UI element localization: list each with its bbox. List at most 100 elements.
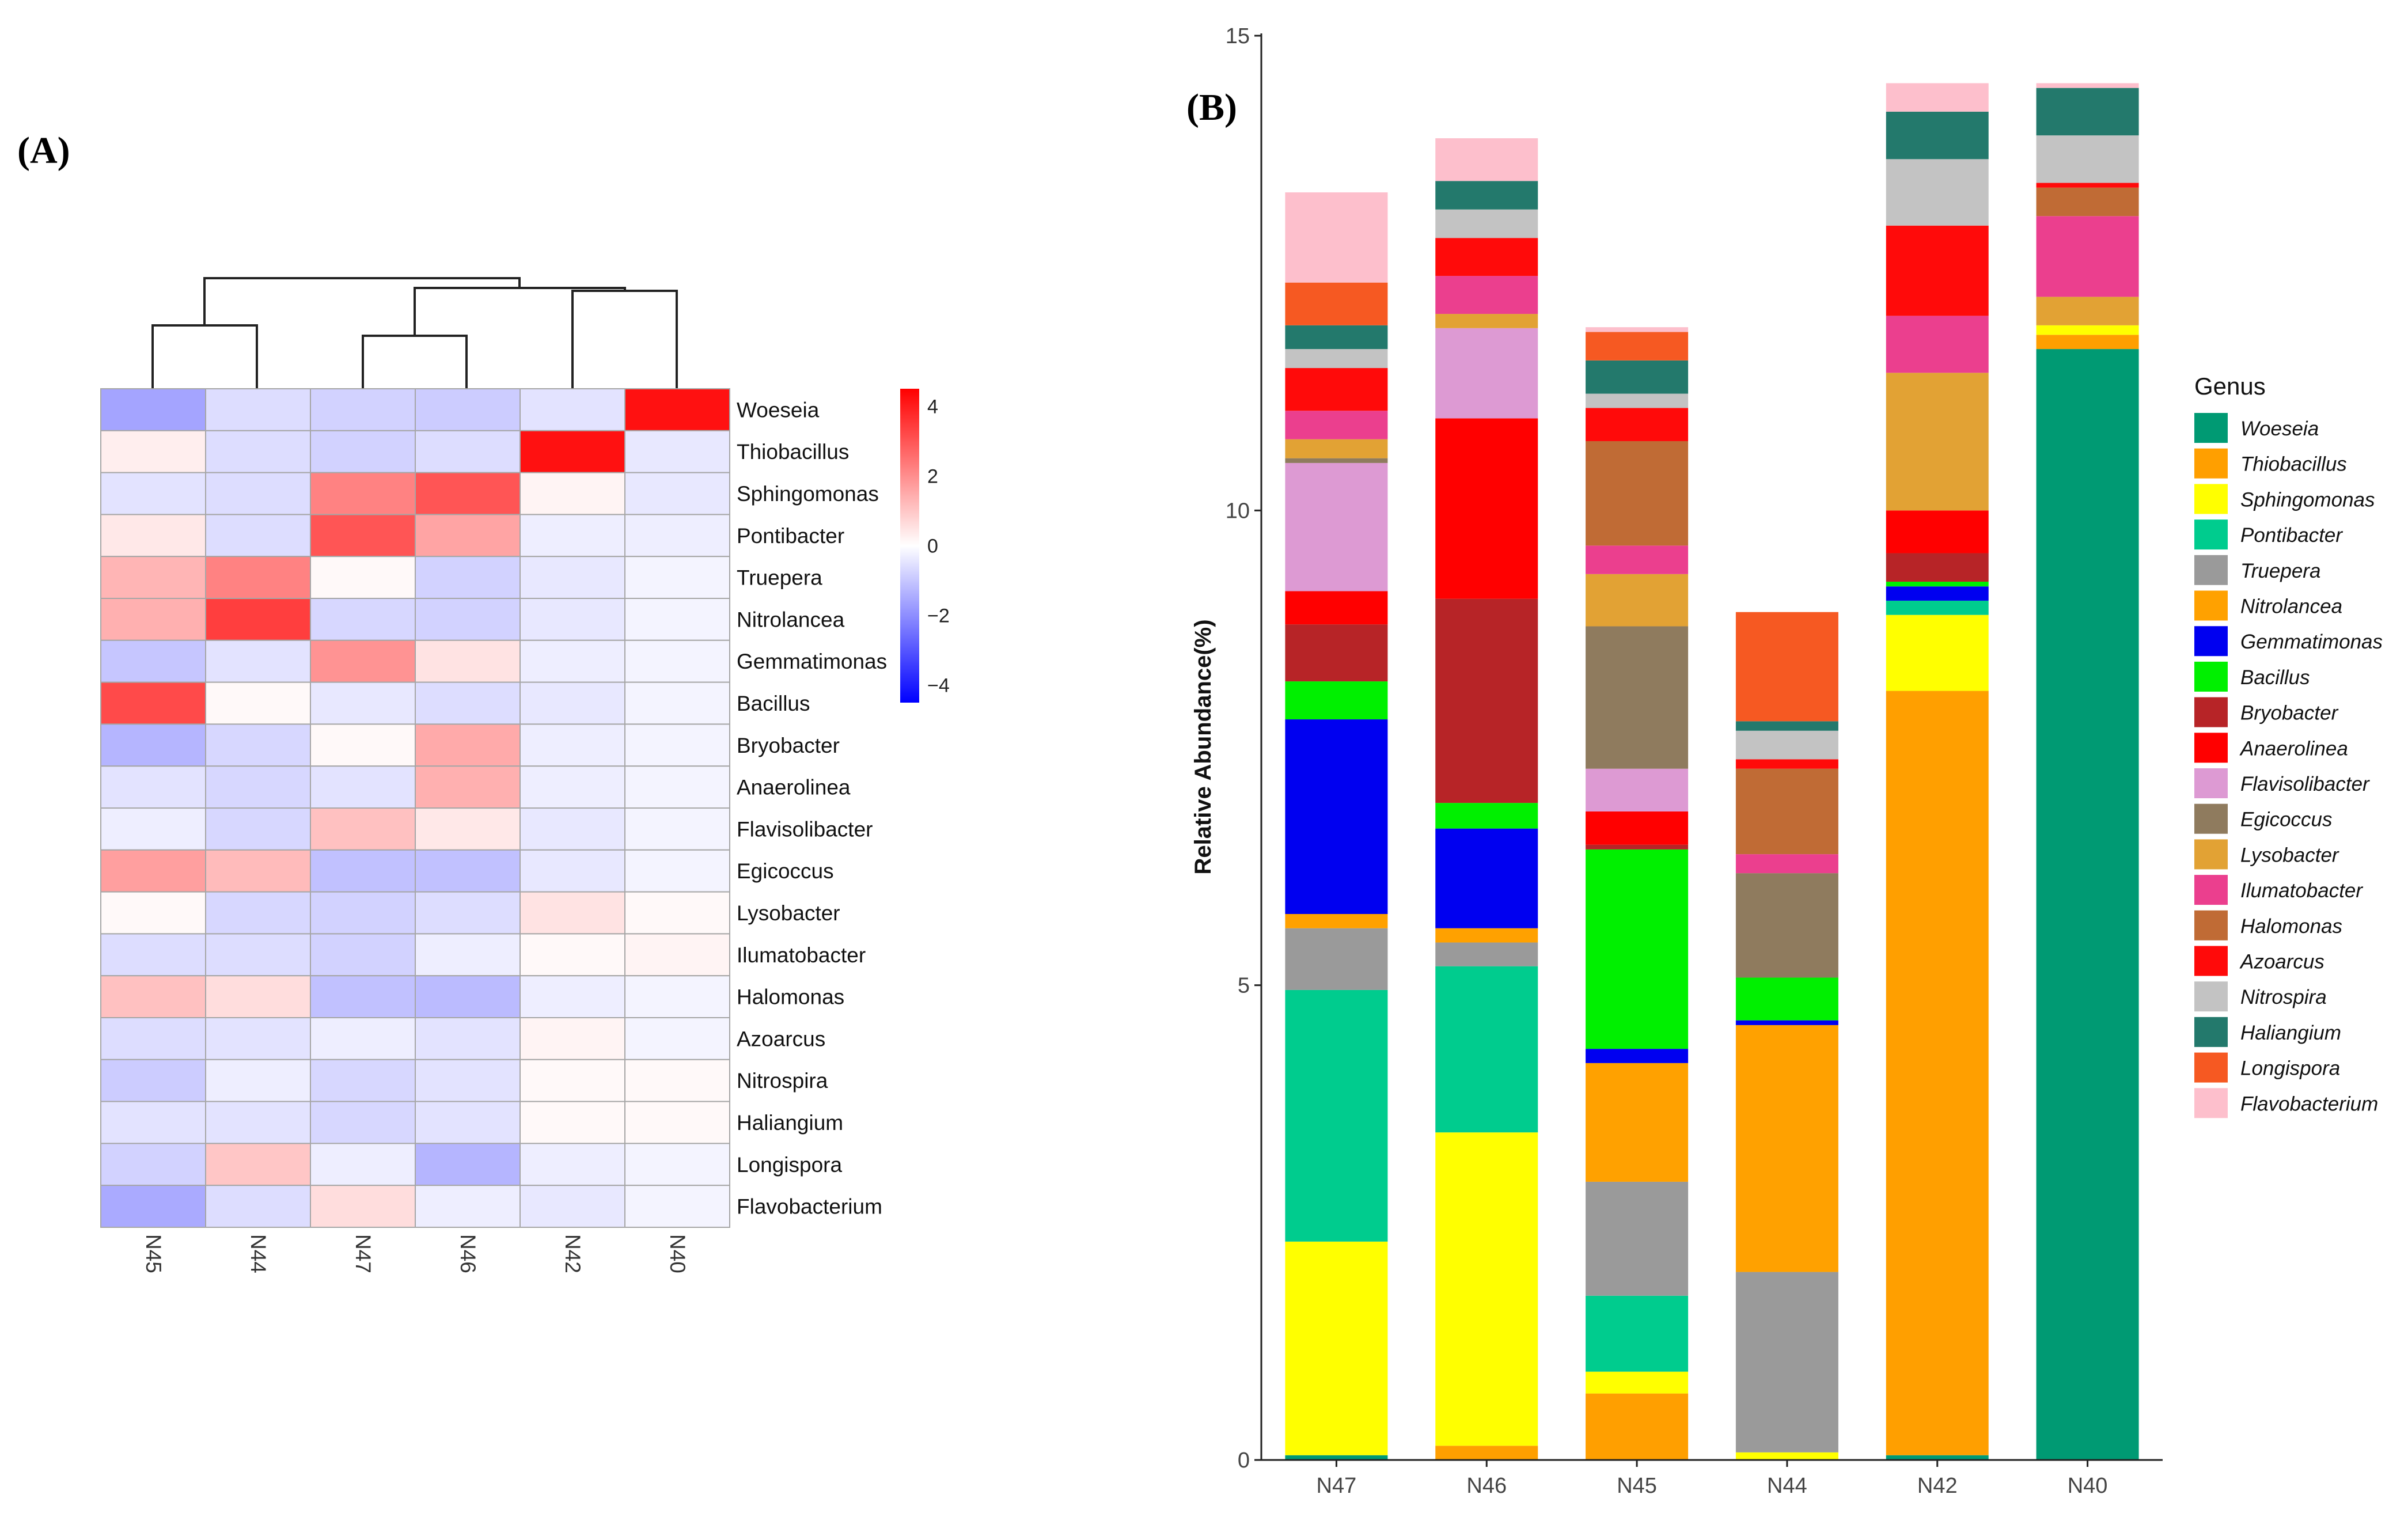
bar-segment-bacillus — [1586, 849, 1689, 1049]
legend-swatch — [2194, 1052, 2228, 1083]
heatmap-cell — [310, 514, 416, 557]
bar-segment-bryobacter — [1886, 553, 1989, 582]
bar-segment-haliangium — [1435, 181, 1538, 210]
legend-swatch — [2194, 910, 2228, 940]
bar-segment-azoarcus — [1886, 225, 1989, 316]
legend-swatch — [2194, 626, 2228, 657]
heatmap-cell — [624, 681, 730, 725]
heatmap-cell — [310, 891, 416, 935]
bar-segment-nitrospira — [1435, 209, 1538, 238]
bar-segment-bryobacter — [1586, 844, 1689, 849]
bar-segment-azoarcus — [1735, 759, 1838, 769]
heatmap-cell — [624, 1101, 730, 1144]
x-tick-label: N45 — [1617, 1474, 1657, 1498]
bar-segment-lysobacter — [2036, 297, 2139, 325]
legend-label: Egicoccus — [2240, 809, 2333, 831]
heatmap-cell — [519, 514, 625, 557]
heatmap-row-label: Nitrolancea — [737, 608, 845, 631]
bar-segment-flavobacterium — [2036, 83, 2139, 88]
heatmap-cell — [624, 849, 730, 893]
heatmap-cell — [310, 1101, 416, 1144]
genus-legend: Genus Woeseia Thiobacillus Sphingomonas Pon… — [2194, 373, 2383, 1118]
heatmap-cell — [415, 514, 521, 557]
heatmap-cell — [100, 472, 206, 515]
legend-label: Halomonas — [2240, 915, 2342, 938]
bar-segment-azoarcus — [2036, 183, 2139, 188]
heatmap-cell — [519, 1185, 625, 1228]
legend-label: Flavobacterium — [2240, 1093, 2378, 1115]
bar-segment-ilumatobacter — [1435, 276, 1538, 314]
heatmap-cell — [310, 807, 416, 851]
legend-title: Genus — [2194, 373, 2266, 400]
heatmap-cell — [624, 723, 730, 767]
legend-swatch — [2194, 1017, 2228, 1047]
heatmap-row-label: Longispora — [737, 1153, 843, 1177]
heatmap-row-label: Gemmatimonas — [737, 650, 887, 673]
bar-segment-bryobacter — [1285, 624, 1388, 682]
y-tick-label: 10 — [1226, 499, 1250, 523]
heatmap-cell — [310, 639, 416, 683]
bar-segment-lysobacter — [1586, 574, 1689, 627]
bar-segment-halomonas — [1586, 441, 1689, 546]
bar-segment-flavobacterium — [1586, 327, 1689, 332]
heatmap-cell — [100, 598, 206, 641]
heatmap-cell — [415, 975, 521, 1018]
heatmap-cell — [310, 849, 416, 893]
heatmap-cell — [100, 388, 206, 431]
legend-label: Lysobacter — [2240, 844, 2339, 866]
bar-segment-haliangium — [1285, 325, 1388, 350]
heatmap-column-label: N44 — [247, 1234, 270, 1273]
heatmap-cell — [624, 807, 730, 851]
heatmap-column-label: N45 — [142, 1234, 165, 1273]
bar-segment-nitrolancea — [1586, 1063, 1689, 1182]
heatmap-cell — [415, 388, 521, 431]
heatmap-cell — [415, 472, 521, 515]
panel-b-label: (B) — [1186, 86, 1237, 128]
legend-label: Anaerolinea — [2239, 737, 2348, 760]
heatmap-cell — [205, 975, 311, 1018]
bar-segment-anaerolinea — [1586, 811, 1689, 845]
bar-segment-bryobacter — [1435, 598, 1538, 803]
bar-segment-ilumatobacter — [1285, 411, 1388, 439]
heatmap-cell — [100, 1017, 206, 1060]
bar-segment-bacillus — [1435, 803, 1538, 829]
heatmap-cell — [519, 891, 625, 935]
bar-segment-ilumatobacter — [2036, 216, 2139, 297]
bar-segment-nitrolancea — [1285, 914, 1388, 928]
legend-label: Azoarcus — [2239, 951, 2324, 973]
heatmap-cell — [415, 891, 521, 935]
bar-axes: 0 5 10 15 N47 N46 N45 N44 N42 N40 — [1226, 24, 2163, 1498]
heatmap-cell — [205, 1143, 311, 1186]
bar-segment-sphingomonas — [2036, 325, 2139, 335]
heatmap-cell — [310, 388, 416, 431]
heatmap-row-label: Bryobacter — [737, 734, 840, 757]
bar-segment-longispora — [1285, 282, 1388, 325]
legend-label: Woeseia — [2240, 418, 2319, 440]
colorbar-tick-label: −2 — [927, 605, 950, 627]
heatmap-cell — [519, 556, 625, 600]
heatmap-cell — [205, 388, 311, 431]
bar-segment-thiobacillus — [1886, 691, 1989, 1455]
bar-segment-flavisolibacter — [1285, 462, 1388, 591]
legend-swatch — [2194, 519, 2228, 550]
legend-swatch — [2194, 803, 2228, 834]
bar-segment-anaerolinea — [1886, 510, 1989, 553]
heatmap-cell — [519, 975, 625, 1018]
x-tick-label: N42 — [1917, 1474, 1958, 1498]
heatmap-cell — [519, 639, 625, 683]
bar-segment-truepera — [1586, 1181, 1689, 1296]
heatmap-row-label: Halomonas — [737, 985, 844, 1009]
heatmap-cell — [519, 933, 625, 977]
column-dendrogram — [151, 277, 678, 389]
bar-segment-thiobacillus — [1435, 1446, 1538, 1460]
heatmap-cell — [415, 1143, 521, 1186]
heatmap-cell — [624, 472, 730, 515]
heatmap-cell — [519, 849, 625, 893]
bar-segment-pontibacter — [1586, 1295, 1689, 1372]
heatmap-cell — [415, 1017, 521, 1060]
bar-segment-longispora — [1735, 612, 1838, 722]
heatmap-cell — [310, 472, 416, 515]
heatmap — [100, 388, 730, 1228]
colorbar-tick-label: 0 — [927, 536, 938, 557]
